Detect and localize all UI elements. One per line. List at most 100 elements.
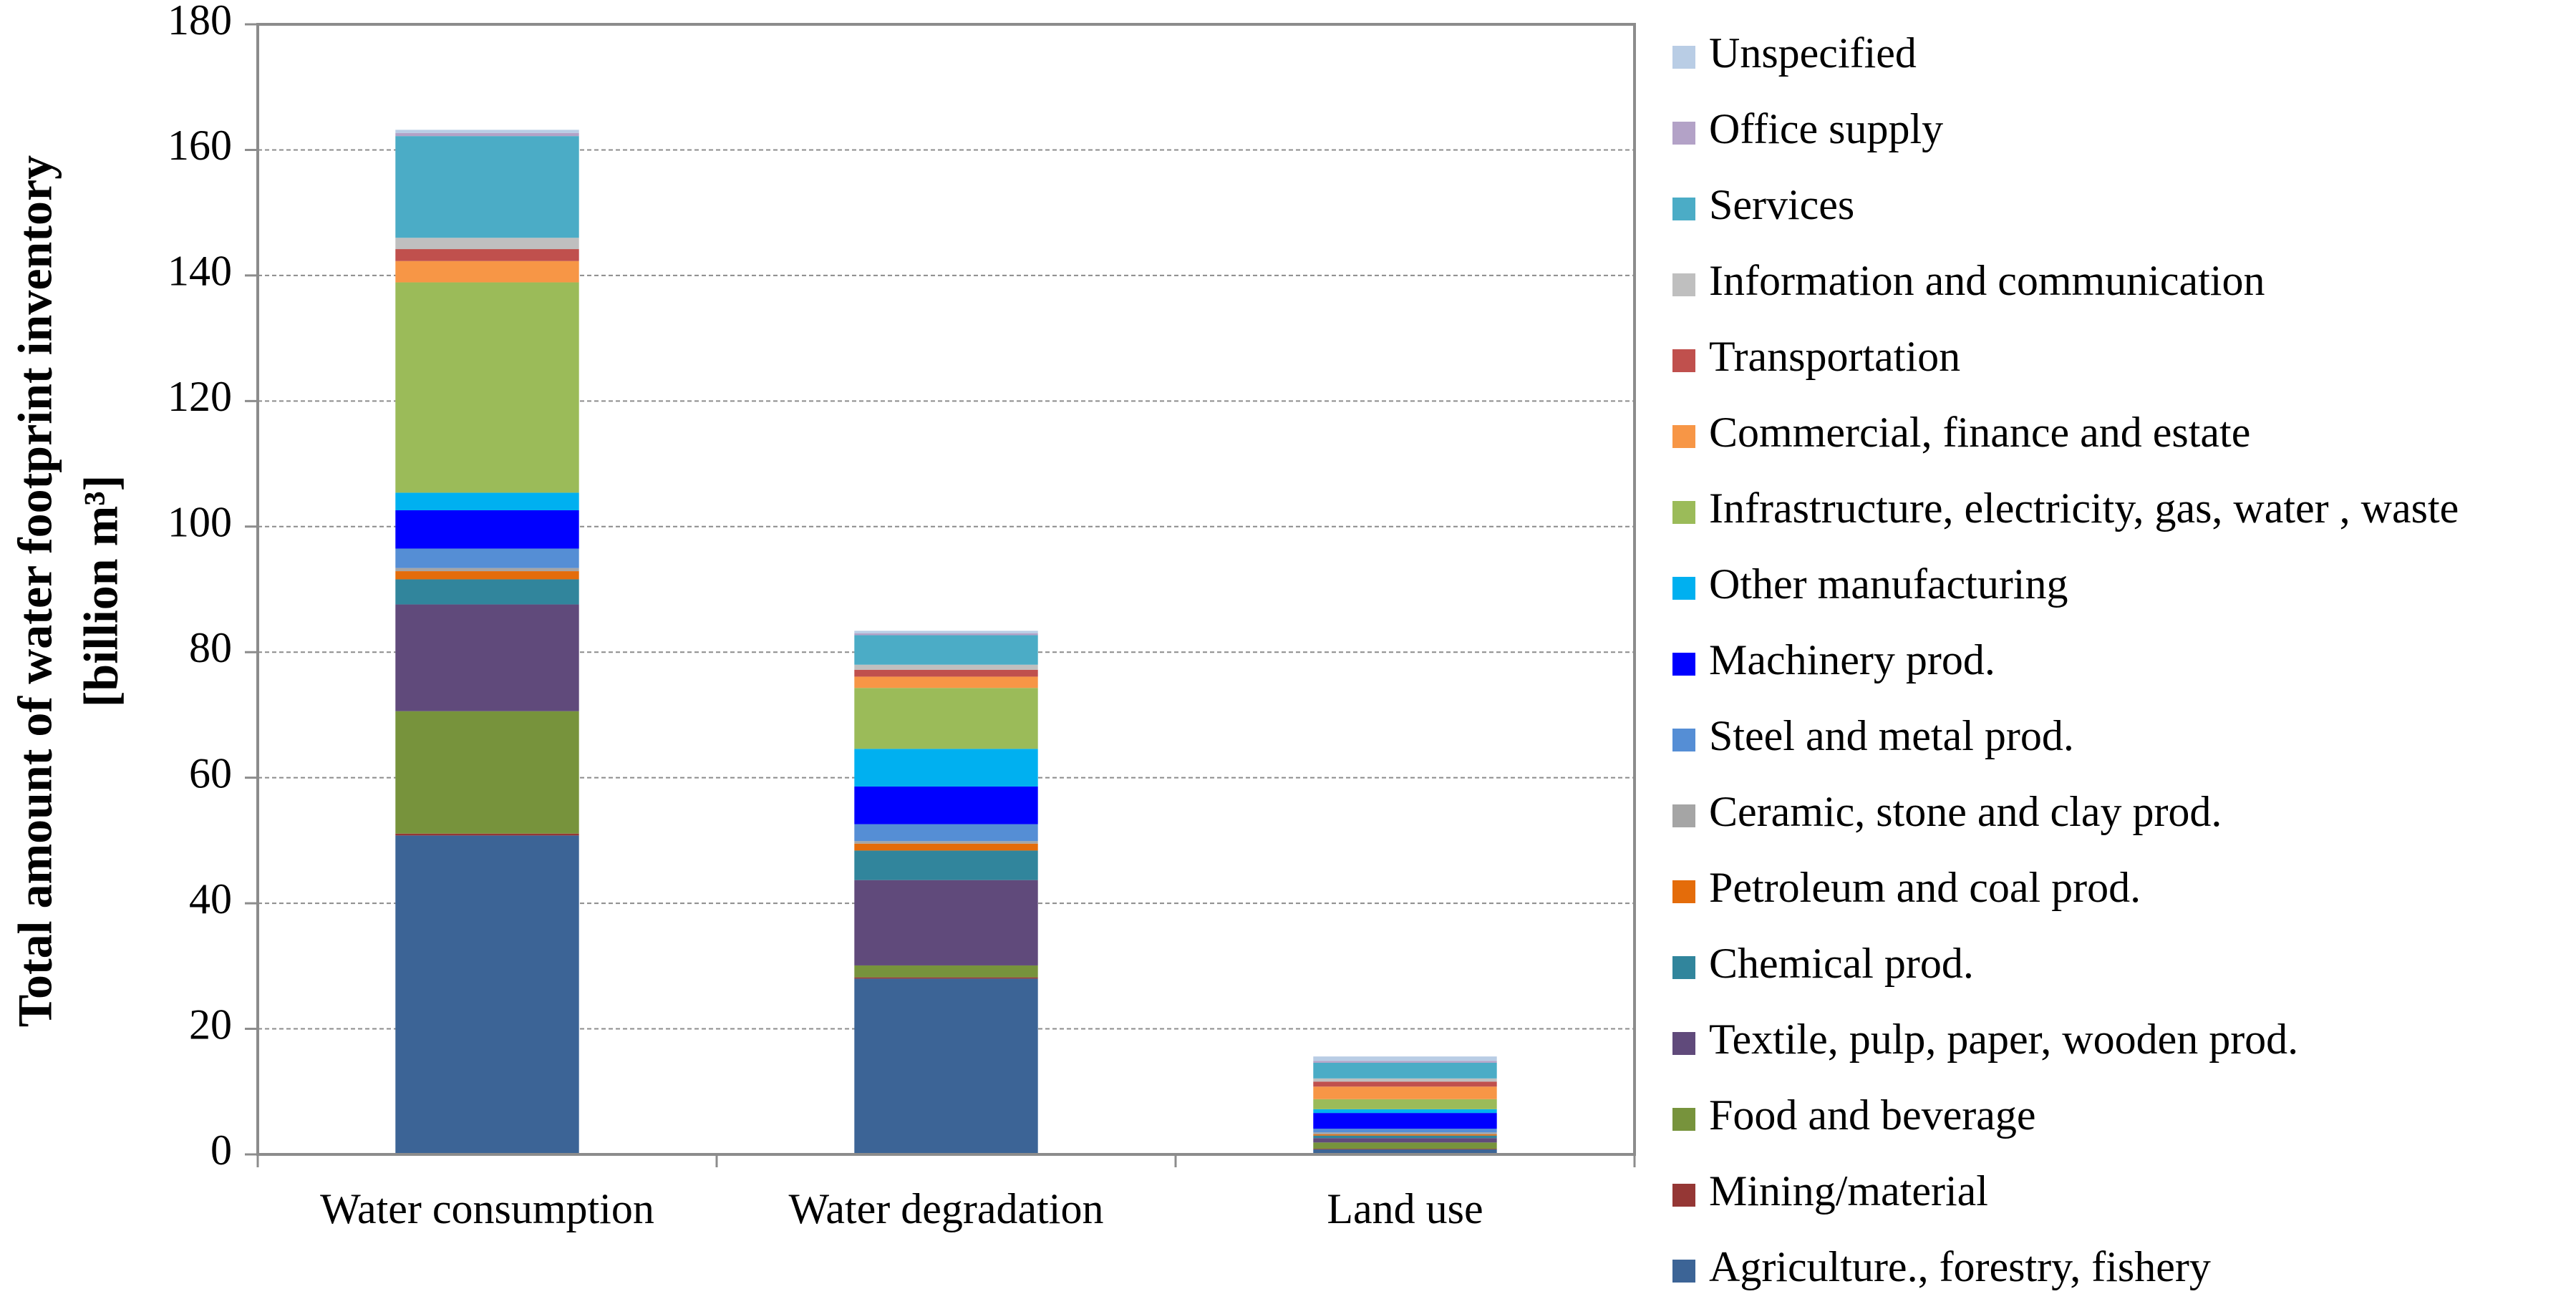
bar-segment (395, 510, 579, 549)
bar-segment (854, 786, 1038, 824)
legend-swatch (1672, 349, 1695, 372)
legend-label: Chemical prod. (1709, 940, 1974, 987)
bar-segment (854, 635, 1038, 665)
bar-segment (854, 676, 1038, 688)
y-tick-label: 100 (168, 499, 232, 546)
legend-swatch (1672, 1184, 1695, 1207)
legend-label: Office supply (1709, 105, 1943, 152)
bar-segment (395, 604, 579, 711)
y-tick-label: 80 (189, 624, 232, 671)
bar-segment (854, 841, 1038, 844)
bar-segment (395, 579, 579, 605)
bar-segment (854, 824, 1038, 842)
legend-swatch (1672, 46, 1695, 69)
legend-swatch (1672, 956, 1695, 979)
bar-segment (1313, 1061, 1497, 1063)
x-tick-label: Land use (1327, 1185, 1483, 1232)
bar-segment (854, 631, 1038, 633)
bar-segment (1313, 1142, 1497, 1149)
bar-segment (395, 571, 579, 580)
bar-segment (1313, 1149, 1497, 1154)
y-axis-title: Total amount of water footprint inventor… (8, 155, 128, 1027)
bar-segment (1313, 1056, 1497, 1061)
legend-label: Information and communication (1709, 257, 2265, 304)
legend-swatch (1672, 122, 1695, 145)
bar-segment (395, 249, 579, 261)
legend-label: Transportation (1709, 333, 1960, 380)
legend-label: Infrastructure, electricity, gas, water … (1709, 485, 2459, 532)
legend-swatch (1672, 425, 1695, 448)
y-tick-label: 60 (189, 749, 232, 797)
bar-segment (1313, 1081, 1497, 1087)
bar-segment (1313, 1099, 1497, 1109)
legend-swatch (1672, 501, 1695, 524)
y-tick-label: 20 (189, 1001, 232, 1048)
legend-label: Food and beverage (1709, 1091, 2036, 1139)
bar-segment (854, 669, 1038, 677)
legend-label: Services (1709, 181, 1854, 228)
bar-segment (395, 548, 579, 568)
bar-segment (395, 492, 579, 510)
y-tick-label: 160 (168, 122, 232, 169)
bar-segment (395, 568, 579, 572)
bar-segment (1313, 1138, 1497, 1143)
bar-segment (854, 633, 1038, 636)
bar-segment (1313, 1109, 1497, 1114)
y-tick-label: 140 (168, 248, 232, 295)
bar-segment (395, 833, 579, 836)
y-tick-label: 0 (210, 1126, 232, 1174)
y-axis-title-line: Total amount of water footprint inventor… (8, 155, 62, 1027)
bar-segment (1313, 1135, 1497, 1139)
legend-swatch (1672, 273, 1695, 296)
x-tick-label: Water degradation (789, 1185, 1104, 1232)
legend-swatch (1672, 1260, 1695, 1283)
bar-segment (395, 136, 579, 238)
legend-label: Unspecified (1709, 29, 1917, 77)
bar-segment (854, 977, 1038, 979)
legend-label: Mining/material (1709, 1167, 1988, 1215)
legend-swatch (1672, 653, 1695, 676)
bar-segment (1313, 1113, 1497, 1129)
bar-segment (1313, 1086, 1497, 1099)
bar-segment (854, 850, 1038, 880)
legend-swatch (1672, 804, 1695, 827)
legend-label: Agriculture., forestry, fishery (1709, 1243, 2211, 1290)
bar-segment (854, 965, 1038, 978)
legend-label: Other manufacturing (1709, 560, 2068, 608)
plot-border (256, 23, 1636, 1156)
y-tick-label: 180 (168, 0, 232, 44)
legend-swatch (1672, 198, 1695, 220)
bar-segment (395, 261, 579, 283)
x-tick-label: Water consumption (320, 1185, 654, 1232)
legend-swatch (1672, 577, 1695, 600)
y-tick-label: 120 (168, 373, 232, 420)
legend-label: Ceramic, stone and clay prod. (1709, 788, 2222, 835)
bar-segment (854, 688, 1038, 749)
bar-segment (1313, 1078, 1497, 1082)
y-axis-title-line: [billion m³] (74, 475, 128, 708)
bar-segment (854, 843, 1038, 851)
bar-segment (1313, 1132, 1497, 1134)
bar-segment (395, 130, 579, 133)
bar-segment (395, 132, 579, 137)
legend-label: Machinery prod. (1709, 636, 1995, 683)
bar-segment (1313, 1129, 1497, 1133)
bar-segment (395, 238, 579, 250)
legend-label: Commercial, finance and estate (1709, 409, 2250, 456)
bar-segment (1313, 1062, 1497, 1079)
y-tick-label: 40 (189, 875, 232, 923)
legend-swatch (1672, 1032, 1695, 1055)
legend-label: Petroleum and coal prod. (1709, 864, 2141, 911)
legend-swatch (1672, 1108, 1695, 1131)
bar-segment (1313, 1134, 1497, 1136)
bar-segment (395, 711, 579, 834)
bar-segment (854, 749, 1038, 787)
legend-swatch (1672, 729, 1695, 751)
bar-segment (395, 835, 579, 1154)
legend-label: Textile, pulp, paper, wooden prod. (1709, 1016, 2298, 1063)
legend-swatch (1672, 880, 1695, 903)
bar-segment (854, 880, 1038, 965)
bar-segment (395, 282, 579, 493)
